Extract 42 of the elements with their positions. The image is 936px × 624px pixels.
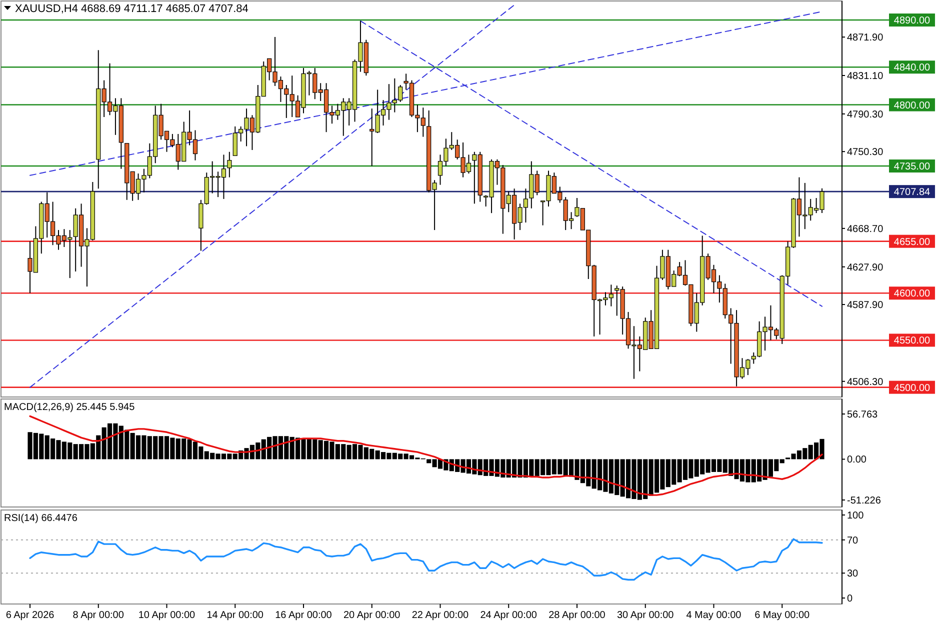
y-tick-label: 0.00	[847, 454, 867, 466]
y-tick-label: 4831.10	[847, 70, 884, 82]
ref-line-label: 4840.00	[894, 62, 931, 74]
chart-title: XAUUSD,H4 4688.69 4711.17 4685.07 4707.84	[15, 3, 248, 15]
ref-line-label: 4500.00	[894, 382, 931, 394]
y-tick-label: 4627.90	[847, 262, 884, 274]
y-tick-label: 4668.70	[847, 224, 884, 235]
x-tick-label: 8 Apr 00:00	[72, 610, 124, 621]
x-tick-label: 22 Apr 00:00	[412, 610, 470, 621]
y-tick-label: 70	[847, 535, 859, 546]
y-tick-label: 4790.30	[847, 109, 884, 120]
x-tick-label: 28 Apr 00:00	[548, 610, 606, 621]
candlestick	[227, 151, 232, 178]
x-tick-label: 6 Apr 2026	[6, 610, 55, 621]
ref-line-label: 4550.00	[894, 336, 931, 347]
line-series	[29, 415, 823, 496]
chart-title: RSI(14) 66.4476	[4, 513, 78, 524]
ref-line-label: 4707.84	[894, 187, 931, 198]
x-tick-label: 4 May 00:00	[686, 610, 742, 621]
x-tick-label: 16 Apr 00:00	[275, 610, 332, 621]
x-tick-label: 20 Apr 00:00	[344, 610, 401, 621]
y-tick-label: -51.226	[847, 496, 882, 507]
x-tick-label: 6 May 00:00	[754, 610, 810, 621]
x-tick-label: 30 Apr 00:00	[617, 610, 674, 621]
y-tick-label: 30	[847, 568, 859, 580]
chart-title: MACD(12,26,9) 25.445 5.945	[4, 402, 136, 413]
ref-line-label: 4735.00	[894, 161, 931, 172]
ref-line-label: 4655.00	[894, 236, 931, 248]
y-tick-label: 0	[847, 594, 853, 605]
y-tick-label: 4506.30	[847, 376, 884, 388]
x-tick-label: 14 Apr 00:00	[206, 610, 264, 621]
y-tick-label: 56.763	[847, 410, 878, 421]
y-tick-label: 4871.90	[847, 32, 884, 44]
x-tick-label: 24 Apr 00:00	[480, 610, 538, 621]
ref-line-label: 4600.00	[894, 288, 931, 300]
ref-line-label: 4800.00	[894, 100, 931, 112]
ref-line-label: 4890.00	[894, 16, 931, 27]
x-tick-label: 10 Apr 00:00	[138, 610, 196, 621]
y-tick-label: 100	[847, 510, 864, 522]
y-tick-label: 4750.30	[847, 147, 884, 158]
line-series	[29, 538, 823, 581]
y-tick-label: 4587.90	[847, 300, 884, 312]
